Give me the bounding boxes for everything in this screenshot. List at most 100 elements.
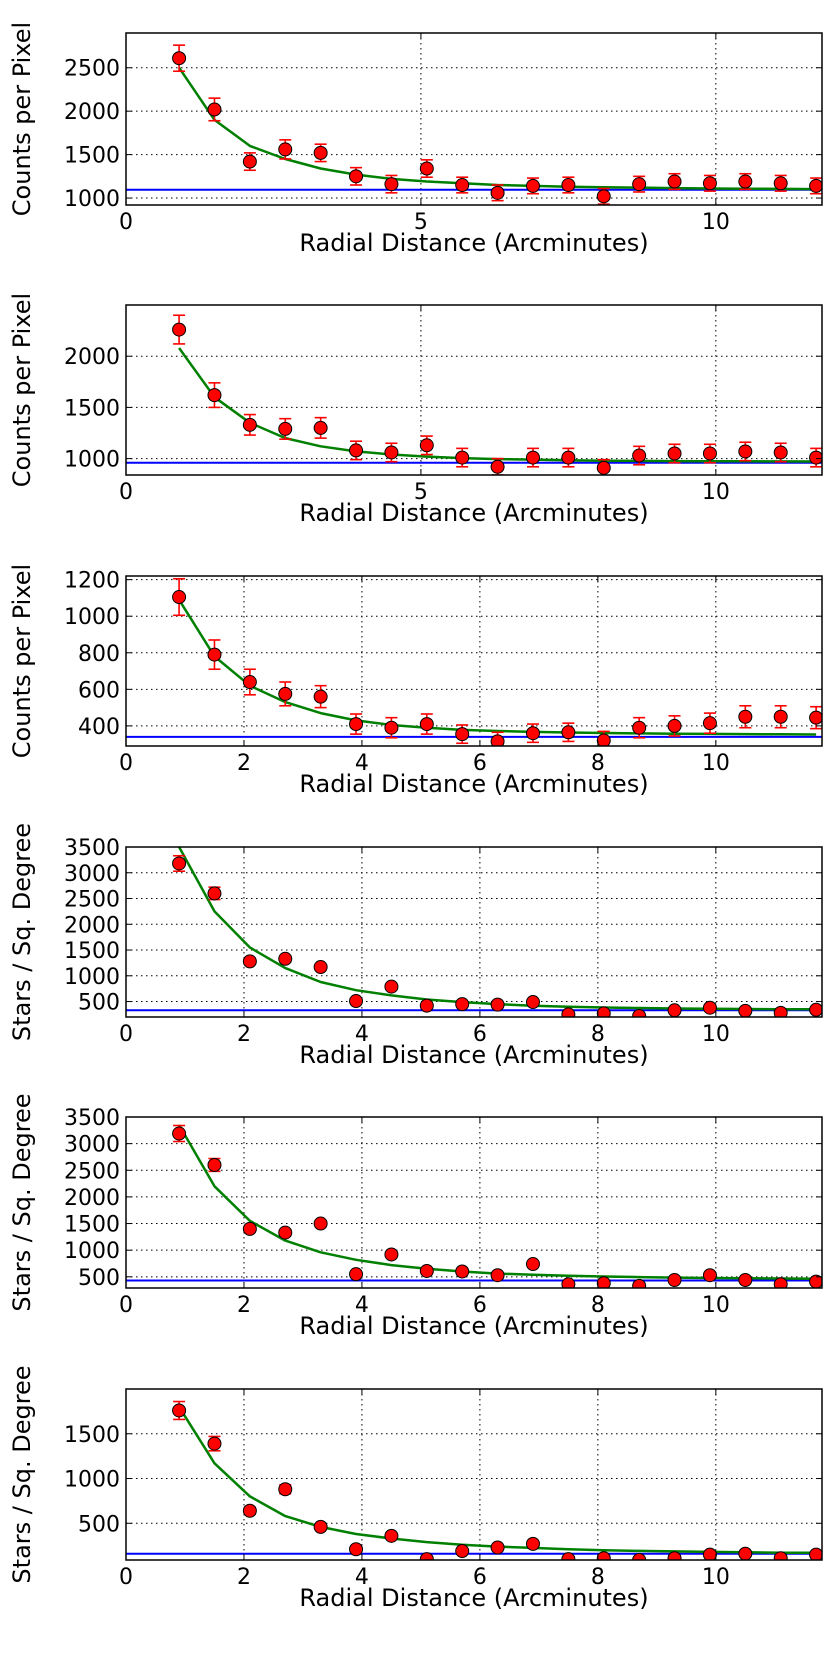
data-point <box>738 1003 753 1017</box>
data-point <box>313 1519 328 1534</box>
data-point <box>384 177 399 192</box>
y-tick-label: 1000 <box>64 187 120 212</box>
data-point <box>349 1267 364 1282</box>
y-tick-label: 800 <box>78 642 120 667</box>
model-line <box>178 1406 817 1555</box>
x-tick-label: 8 <box>591 1022 605 1047</box>
y-tick-label: 1200 <box>64 569 120 594</box>
x-tick-label: 8 <box>591 751 605 776</box>
y-axis-label: Stars / Sq. Degree <box>8 1093 36 1311</box>
data-point <box>773 445 788 460</box>
data-point <box>773 709 788 724</box>
x-tick-label: 10 <box>702 1293 730 1318</box>
data-point <box>207 886 222 901</box>
data-point <box>561 1552 576 1560</box>
x-axis-label: Radial Distance (Arcminutes) <box>299 1312 648 1340</box>
data-point <box>278 686 293 701</box>
data-point <box>667 174 682 189</box>
data-point <box>738 174 753 189</box>
data-point <box>525 450 540 465</box>
y-tick-label: 2500 <box>64 57 120 82</box>
data-point <box>632 177 647 192</box>
data-point <box>490 459 505 474</box>
x-tick-label: 10 <box>702 210 730 235</box>
data-point <box>632 448 647 463</box>
data-point <box>313 145 328 160</box>
data-point <box>667 1551 682 1560</box>
x-tick-label: 2 <box>237 1293 251 1318</box>
data-point <box>525 995 540 1010</box>
data-point <box>278 951 293 966</box>
y-tick-label: 400 <box>78 715 120 740</box>
y-tick-label: 3500 <box>64 1106 120 1131</box>
axes-frame <box>125 1388 823 1561</box>
axes-frame <box>125 575 823 747</box>
data-point <box>172 51 187 66</box>
y-axis-label: Counts per Pixel <box>8 22 36 216</box>
x-tick-label: 10 <box>702 751 730 776</box>
y-tick-label: 600 <box>78 678 120 703</box>
y-tick-label: 2000 <box>64 345 120 370</box>
data-point <box>349 1542 364 1557</box>
data-point <box>632 720 647 735</box>
data-point <box>419 161 434 176</box>
y-tick-label: 1000 <box>64 605 120 630</box>
x-tick-label: 0 <box>119 1565 133 1590</box>
data-point <box>313 960 328 975</box>
x-tick-label: 5 <box>414 210 428 235</box>
data-point <box>632 1278 647 1288</box>
y-tick-label: 3000 <box>64 1133 120 1158</box>
y-tick-label: 2500 <box>64 888 120 913</box>
y-tick-label: 3500 <box>64 836 120 861</box>
data-point <box>207 1436 222 1451</box>
plot-area <box>126 1400 822 1560</box>
x-axis-label: Radial Distance (Arcminutes) <box>299 499 648 527</box>
x-axis-label: Radial Distance (Arcminutes) <box>299 229 648 257</box>
data-point <box>242 1503 257 1518</box>
plot-area <box>126 314 822 475</box>
data-point <box>809 178 822 193</box>
y-axis-label: Counts per Pixel <box>8 293 36 487</box>
y-tick-label: 1500 <box>64 939 120 964</box>
plot-area <box>126 44 822 205</box>
data-point <box>702 1547 717 1560</box>
data-point <box>773 176 788 191</box>
data-point <box>207 102 222 117</box>
plot-area <box>126 1124 822 1288</box>
y-tick-label: 500 <box>78 1266 120 1291</box>
data-point <box>455 1264 470 1279</box>
data-point <box>809 1002 822 1017</box>
axes-frame <box>125 304 823 476</box>
x-tick-label: 2 <box>237 1565 251 1590</box>
model-line <box>178 847 817 1011</box>
data-point <box>667 1003 682 1017</box>
data-point <box>172 1403 187 1418</box>
data-point <box>313 420 328 435</box>
y-axis-label: Counts per Pixel <box>8 564 36 758</box>
data-point <box>667 446 682 461</box>
data-point <box>490 1268 505 1283</box>
axes-frame <box>125 1116 823 1289</box>
chart-panel-2: 0 5 10 1000 1500 2000 Radial Distance (Arcminu… <box>8 293 823 527</box>
plot-area <box>126 847 822 1017</box>
data-point <box>561 178 576 193</box>
data-point <box>738 709 753 724</box>
chart-panel-3: 0 2 4 6 8 10 400 600 800 1000 1200 Radial Distance … <box>8 564 823 798</box>
x-tick-label: 0 <box>119 751 133 776</box>
data-point <box>596 460 611 475</box>
data-point <box>667 1273 682 1288</box>
y-axis-label: Stars / Sq. Degree <box>8 823 36 1041</box>
y-tick-label: 1500 <box>64 1423 120 1448</box>
data-point <box>596 1551 611 1560</box>
data-point <box>419 1552 434 1560</box>
data-point <box>702 176 717 191</box>
data-point <box>455 727 470 742</box>
data-point <box>419 438 434 453</box>
x-tick-label: 10 <box>702 1022 730 1047</box>
y-axis-label: Stars / Sq. Degree <box>8 1365 36 1583</box>
y-tick-label: 3000 <box>64 862 120 887</box>
chart-panel-1: 0 5 10 1000 1500 2000 2500 Radial Distance (Arc… <box>8 22 823 257</box>
model-line <box>178 1124 817 1280</box>
